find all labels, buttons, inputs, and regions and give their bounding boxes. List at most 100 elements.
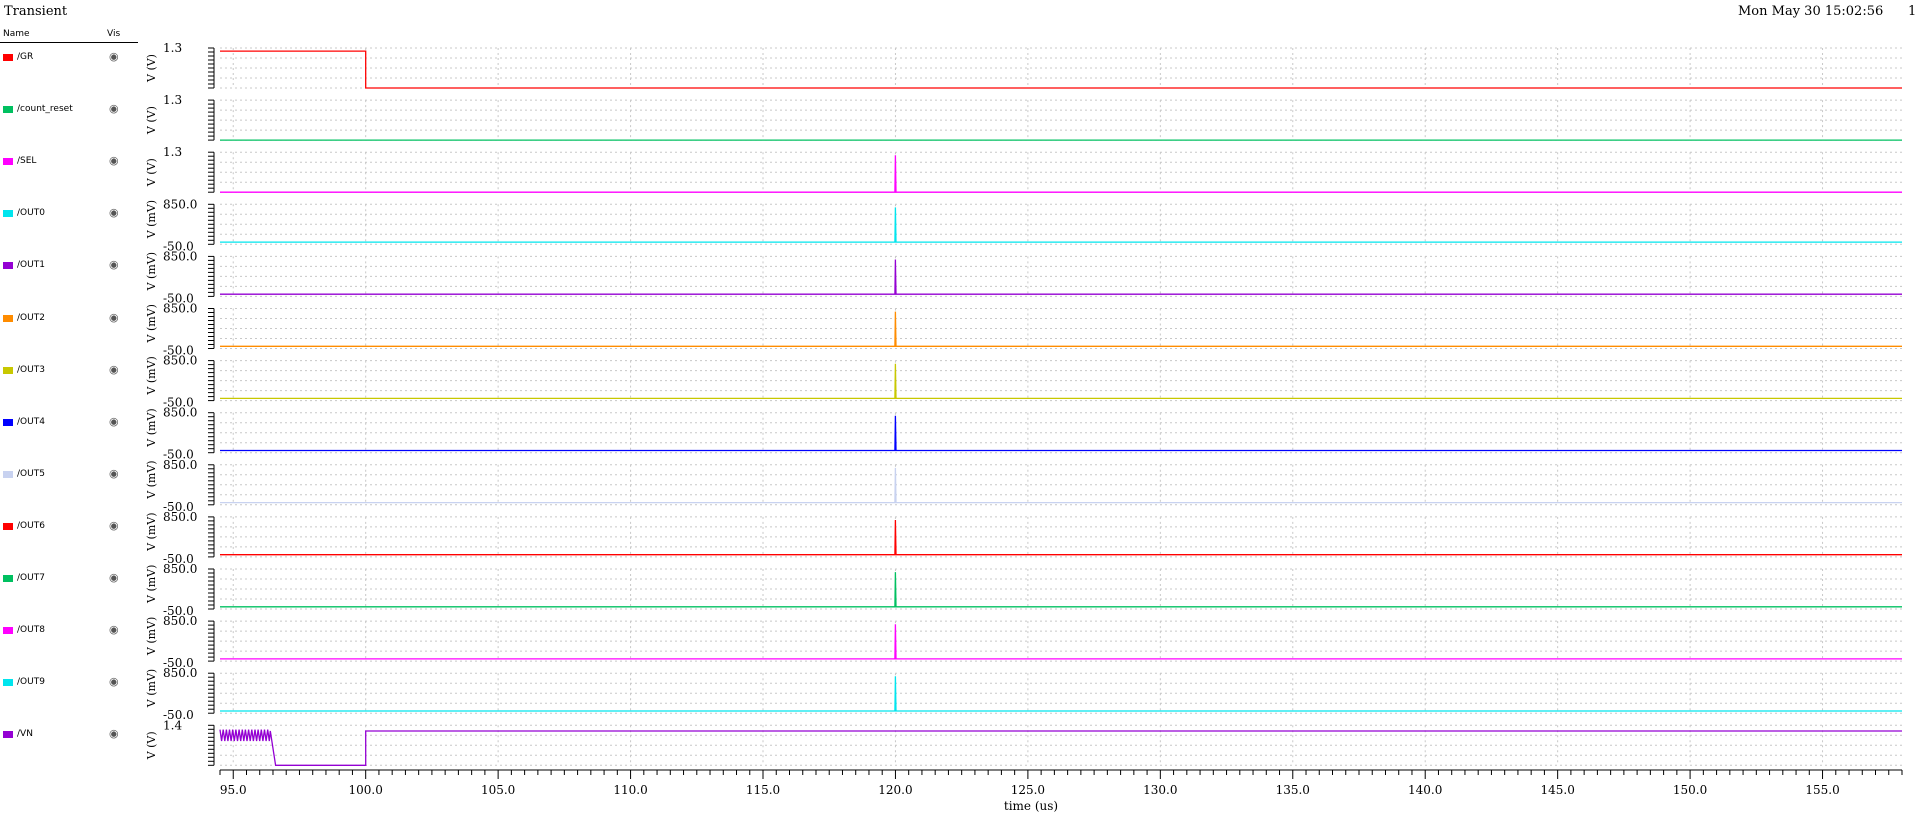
color-swatch: [3, 470, 13, 478]
y-axis-label: V (V): [145, 731, 158, 760]
legend-label: /OUT3: [17, 364, 45, 375]
x-tick-label: 145.0: [1540, 783, 1574, 797]
legend-label: /GR: [17, 52, 34, 62]
eye-icon[interactable]: ◉: [109, 102, 119, 116]
color-swatch: [3, 366, 13, 374]
x-tick-label: 125.0: [1011, 783, 1045, 797]
y-tick-label-bottom: -50.0: [163, 344, 194, 358]
x-tick-label: 135.0: [1276, 783, 1310, 797]
legend-label: /OUT9: [17, 677, 45, 688]
legend-item[interactable]: /OUT8 ◉: [0, 623, 138, 638]
color-swatch: [3, 262, 13, 270]
y-axis-label: V (mV): [145, 356, 158, 395]
y-axis-label: V (mV): [145, 200, 158, 239]
legend-item[interactable]: /count_reset ◉: [0, 102, 138, 117]
color-swatch: [3, 522, 13, 530]
y-tick-label-top: 850.0: [163, 666, 197, 680]
legend-label: /OUT5: [17, 468, 45, 479]
color-swatch: [3, 418, 13, 426]
legend-label: /OUT2: [17, 312, 45, 323]
x-tick-label: 150.0: [1673, 783, 1707, 797]
legend-vis-header: Vis: [107, 29, 121, 39]
y-tick-label-bottom: -50.0: [163, 500, 194, 514]
eye-icon[interactable]: ◉: [109, 414, 119, 428]
legend-label: /VN: [17, 729, 33, 740]
color-swatch: [3, 210, 13, 218]
x-tick-label: 105.0: [481, 783, 515, 797]
trace-out6: [220, 519, 1902, 556]
trace-out1: [220, 259, 1902, 295]
legend-label: /OUT0: [17, 208, 45, 219]
x-tick-label: 155.0: [1805, 783, 1839, 797]
y-axis-label: V (mV): [145, 252, 158, 291]
legend-name-header: Name: [3, 29, 30, 39]
legend-item[interactable]: /OUT0 ◉: [0, 206, 138, 221]
y-tick-label-top: 850.0: [163, 249, 197, 263]
eye-icon[interactable]: ◉: [109, 623, 119, 637]
y-axis-label: V (mV): [145, 565, 158, 604]
legend-label: /OUT4: [17, 416, 45, 427]
legend-item[interactable]: /SEL ◉: [0, 154, 138, 169]
y-tick-label-bottom: -50.0: [163, 604, 194, 618]
y-tick-label-bottom: -50.0: [163, 552, 194, 566]
timestamp: Mon May 30 15:02:56: [1738, 4, 1884, 19]
y-tick-label-top: 1.3: [163, 41, 182, 55]
y-axis-label: V (mV): [145, 512, 158, 551]
y-axis-label: V (mV): [145, 408, 158, 447]
trace-out8: [220, 624, 1902, 660]
eye-icon[interactable]: ◉: [109, 154, 119, 168]
legend-item[interactable]: /GR ◉: [0, 50, 138, 65]
color-swatch: [3, 158, 13, 166]
page-number: 1: [1908, 4, 1916, 19]
eye-icon[interactable]: ◉: [109, 675, 119, 689]
legend-label: /OUT7: [17, 573, 45, 583]
color-swatch: [3, 54, 13, 61]
legend-item[interactable]: /OUT6 ◉: [0, 518, 138, 534]
eye-icon[interactable]: ◉: [109, 310, 119, 324]
legend-label: /count_reset: [17, 104, 73, 115]
eye-icon[interactable]: ◉: [109, 258, 119, 272]
trace-out2: [220, 311, 1902, 347]
x-tick-label: 115.0: [746, 783, 780, 797]
legend-item[interactable]: /OUT5 ◉: [0, 466, 138, 482]
eye-icon[interactable]: ◉: [109, 50, 119, 63]
y-tick-label-top: 850.0: [163, 458, 197, 472]
trace-out4: [220, 415, 1902, 452]
y-axis-label: V (mV): [145, 669, 158, 708]
y-axis-label: V (V): [145, 158, 158, 187]
y-tick-label-bottom: -50.0: [163, 239, 194, 253]
legend-label: /OUT6: [17, 520, 45, 531]
legend-item[interactable]: /OUT7 ◉: [0, 571, 138, 586]
color-swatch: [3, 679, 13, 687]
trace-out0: [220, 207, 1902, 243]
y-tick-label-top: 1.4: [163, 718, 182, 732]
legend-header: Name Vis: [0, 28, 138, 43]
eye-icon[interactable]: ◉: [109, 362, 119, 376]
color-swatch: [3, 575, 13, 582]
legend-item[interactable]: /OUT4 ◉: [0, 414, 138, 430]
legend-item[interactable]: /OUT9 ◉: [0, 675, 138, 690]
x-tick-label: 95.0: [220, 783, 247, 797]
legend-item[interactable]: /OUT2 ◉: [0, 310, 138, 326]
eye-icon[interactable]: ◉: [109, 466, 119, 480]
legend-label: /OUT8: [17, 625, 45, 636]
y-tick-label-bottom: -50.0: [163, 396, 194, 410]
eye-icon[interactable]: ◉: [109, 518, 119, 532]
color-swatch: [3, 106, 13, 114]
x-tick-label: 110.0: [613, 783, 647, 797]
y-axis-label: V (mV): [145, 304, 158, 343]
y-tick-label-top: 850.0: [163, 510, 197, 524]
y-axis-label: V (V): [145, 106, 158, 135]
legend-label: /SEL: [17, 156, 37, 167]
y-tick-label-bottom: -50.0: [163, 291, 194, 305]
legend-item[interactable]: /OUT3 ◉: [0, 362, 138, 378]
eye-icon[interactable]: ◉: [109, 727, 119, 741]
eye-icon[interactable]: ◉: [109, 206, 119, 220]
y-tick-label-top: 850.0: [163, 302, 197, 316]
eye-icon[interactable]: ◉: [109, 571, 119, 584]
x-tick-label: 140.0: [1408, 783, 1442, 797]
legend-item[interactable]: /VN ◉: [0, 727, 138, 742]
legend-item[interactable]: /OUT1 ◉: [0, 258, 138, 273]
trace-vn: [219, 729, 1902, 766]
